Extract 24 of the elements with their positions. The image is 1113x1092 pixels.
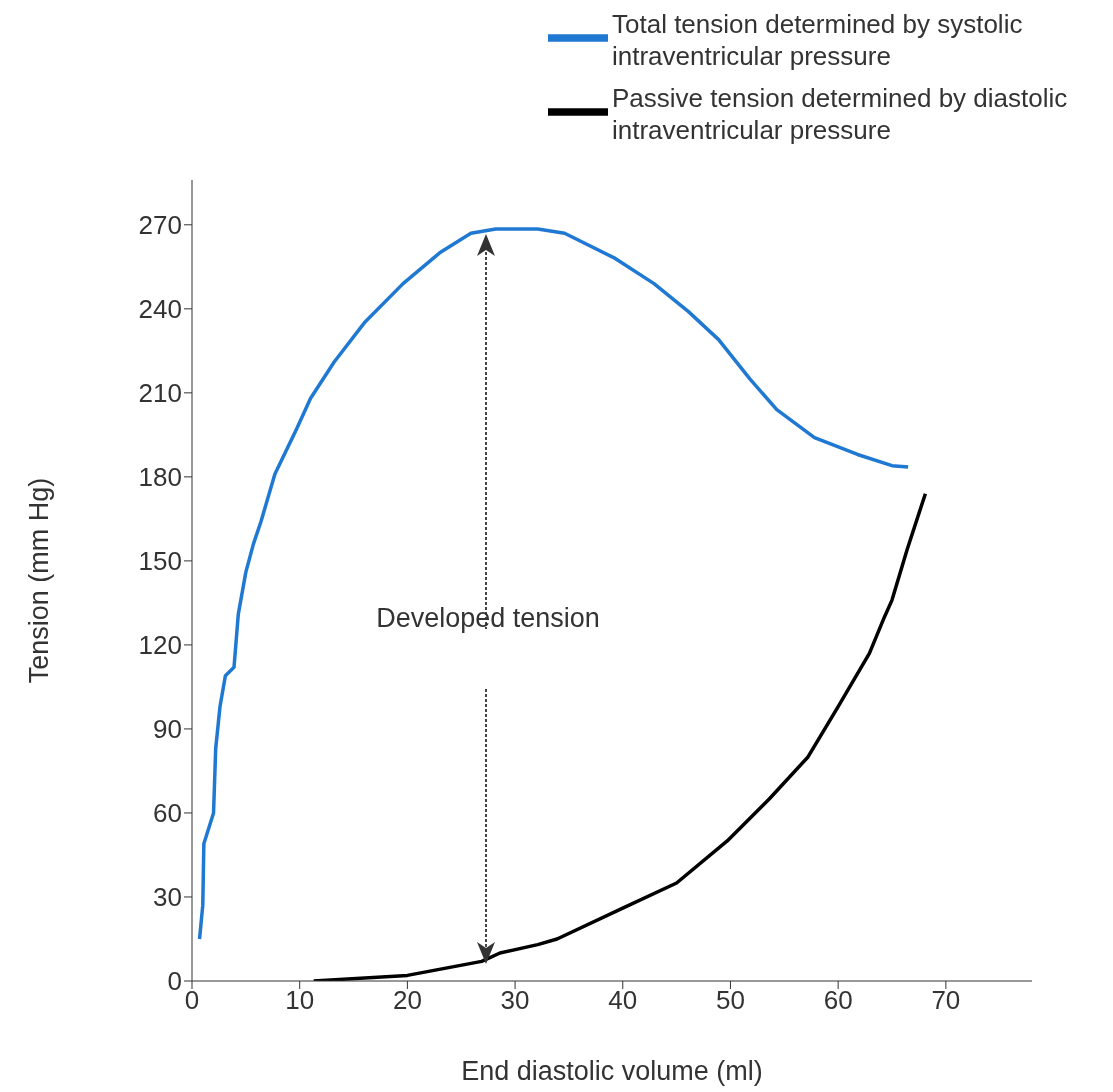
legend-label: Total tension determined by systolic intraventricular pressure (612, 8, 1024, 72)
x-tick-label: 60 (823, 985, 853, 1016)
annotation: Developed tension (375, 603, 601, 634)
y-tick-label: 60 (153, 798, 182, 829)
y-tick-label: 210 (138, 378, 182, 409)
y-tick-label: 30 (153, 882, 182, 913)
x-tick-label: 20 (392, 985, 422, 1016)
y-tick-label: 90 (153, 714, 182, 745)
line-series (197, 227, 910, 941)
y-tick-label: 150 (138, 546, 182, 577)
y-tick-label: 240 (138, 294, 182, 325)
y-tick-label: 180 (138, 462, 182, 493)
x-tick-label: 40 (608, 985, 638, 1016)
y-tick-label: 120 (138, 630, 182, 661)
x-tick-label: 70 (931, 985, 961, 1016)
x-tick-label: 30 (500, 985, 530, 1016)
x-tick-label: 50 (716, 985, 745, 1016)
y-tick-label: 0 (167, 966, 182, 997)
x-axis-title: End diastolic volume (ml) (461, 1056, 763, 1086)
y-axis-title: Tension (mm Hg) (23, 477, 54, 684)
x-tick-label: 10 (285, 985, 315, 1016)
line-series (311, 491, 928, 981)
y-tick-label: 270 (138, 210, 182, 241)
legend-label: Passive tension determined by diastolic intraventricular pressure (612, 82, 1069, 146)
